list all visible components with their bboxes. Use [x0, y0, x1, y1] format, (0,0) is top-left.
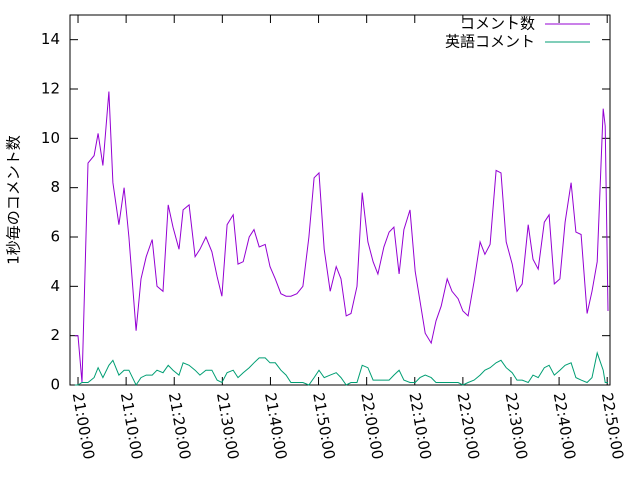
y-tick-label: 14 — [41, 30, 60, 48]
x-tick-label: 21:00:00 — [69, 391, 98, 460]
y-tick-label: 0 — [50, 376, 60, 394]
x-tick-label: 21:40:00 — [261, 391, 290, 460]
legend-label: 英語コメント — [445, 33, 535, 51]
data-line — [74, 91, 609, 383]
y-tick-label: 8 — [50, 178, 60, 196]
y-axis-label: 1秒毎のコメント数 — [5, 135, 23, 265]
x-tick-label: 21:10:00 — [117, 391, 146, 460]
x-tick-label: 22:50:00 — [598, 391, 627, 460]
x-tick-label: 21:20:00 — [165, 391, 194, 460]
y-tick-label: 4 — [50, 277, 60, 295]
plot-frame — [69, 14, 611, 386]
x-tick-label: 22:30:00 — [502, 391, 531, 460]
y-tick-label: 10 — [41, 129, 60, 147]
x-tick-label: 22:00:00 — [357, 391, 386, 460]
x-tick-label: 22:20:00 — [454, 391, 483, 460]
x-tick-label: 22:40:00 — [550, 391, 579, 460]
y-tick-label: 2 — [50, 326, 60, 344]
x-tick-label: 21:50:00 — [309, 391, 338, 460]
y-tick-label: 12 — [41, 80, 60, 98]
x-tick-label: 21:30:00 — [213, 391, 242, 460]
x-tick-label: 22:10:00 — [405, 391, 434, 460]
y-tick-label: 6 — [50, 228, 60, 246]
legend-label: コメント数 — [460, 15, 535, 33]
data-line — [74, 351, 608, 387]
